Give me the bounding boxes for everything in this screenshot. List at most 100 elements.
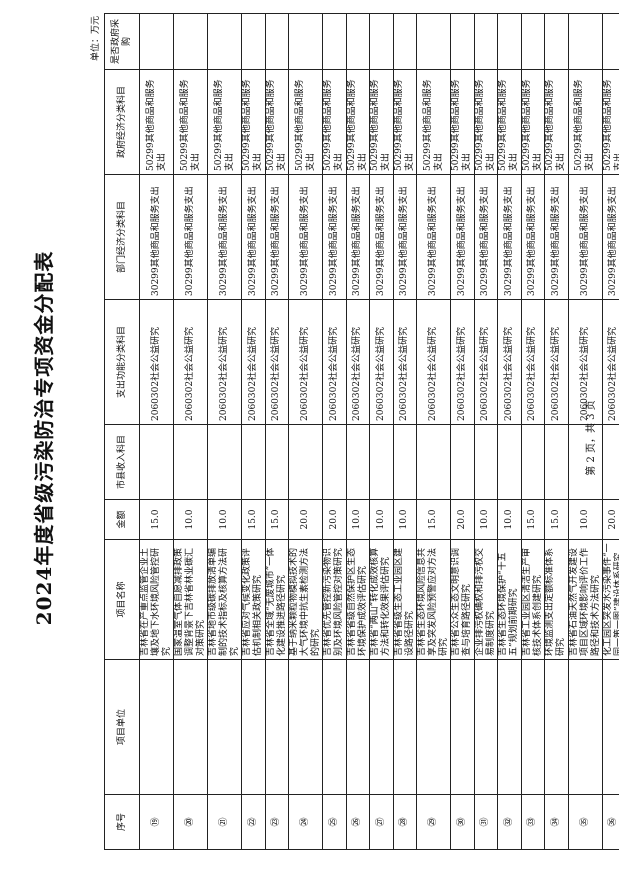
column-header: 市县收入科目: [104, 424, 140, 500]
income-subject: [416, 424, 451, 500]
gov-purchase: [474, 13, 498, 70]
dept-economic-subject: 30299其他商品和服务支出: [544, 174, 568, 300]
row-number: ㉕: [322, 794, 346, 850]
function-subject: 2060302社会公益研究: [207, 299, 242, 425]
amount: 15.0: [416, 499, 451, 540]
table-row: ㉑ 吉林省地市级碳排放清单编制的技术指标及核算方法研究 10.0 2060302社会公…: [207, 13, 242, 850]
function-subject: 2060302社会公益研究: [521, 299, 545, 425]
function-subject: 2060302社会公益研究: [173, 299, 208, 425]
row-number: ㉜: [497, 794, 521, 850]
income-subject: [173, 424, 208, 500]
amount: 10.0: [497, 499, 521, 540]
gov-economic-subject: 50299其他商品和服务支出: [544, 69, 568, 175]
gov-purchase: [416, 13, 451, 70]
income-subject: [265, 424, 289, 500]
income-subject: [288, 424, 323, 500]
project-name: 国家温室气体自愿减排政策调整背景下吉林省林业碳汇对策研究: [173, 539, 208, 660]
column-header: 序号: [104, 794, 140, 850]
gov-economic-subject: 50299其他商品和服务支出: [474, 69, 498, 175]
project-unit: [241, 659, 265, 795]
project-unit: [346, 659, 370, 795]
project-name: 吉林省工业园区清洁生产审核技术体系创建研究: [521, 539, 545, 660]
table-row: ㉛ 企业排污权确权和排污权交易制度研究 10.0 2060302社会公益研究 30299…: [474, 13, 498, 850]
function-subject: 2060302社会公益研究: [346, 299, 370, 425]
row-number: ㉖: [346, 794, 370, 850]
table-row: ㉘ 吉林省省级生态工业园区建设路径研究 10.0 2060302社会公益研究 30299…: [393, 13, 417, 850]
dept-economic-subject: 30299其他商品和服务支出: [207, 174, 242, 300]
dept-economic-subject: 30299其他商品和服务支出: [474, 174, 498, 300]
dept-economic-subject: 30299其他商品和服务支出: [346, 174, 370, 300]
project-unit: [393, 659, 417, 795]
project-unit: [602, 659, 619, 795]
amount: 15.0: [265, 499, 289, 540]
project-name: 企业排污权确权和排污权交易制度研究: [474, 539, 498, 660]
amount: 20.0: [322, 499, 346, 540]
income-subject: [139, 424, 174, 500]
table-row: ⑲ 吉林省在产重点监管企业土壤及地下水环境风险管控研究 15.0 2060302社会公…: [139, 13, 174, 850]
row-number: ㉙: [416, 794, 451, 850]
project-name: 吉林省应对气候变化政策评估机制相关政策研究: [241, 539, 265, 660]
table-row: ㉓ 吉林省全域“无废城市”一体化建设推进路径研究 15.0 2060302社会公益研究…: [265, 13, 289, 850]
amount: 10.0: [173, 499, 208, 540]
gov-purchase: [369, 13, 393, 70]
dept-economic-subject: 30299其他商品和服务支出: [602, 174, 619, 300]
gov-purchase: [393, 13, 417, 70]
project-unit: [139, 659, 174, 795]
gov-purchase: [346, 13, 370, 70]
gov-economic-subject: 50299其他商品和服务支出: [369, 69, 393, 175]
gov-economic-subject: 50299其他商品和服务支出: [265, 69, 289, 175]
page-footer: 第 2 页，共 3 页: [586, 400, 597, 476]
project-name: 吉林省公众生态文明意识调查与培育路径研究: [450, 539, 474, 660]
gov-purchase: [602, 13, 619, 70]
gov-economic-subject: 50299其他商品和服务支出: [497, 69, 521, 175]
column-header: 项目名称: [104, 539, 140, 660]
row-number: ㉘: [393, 794, 417, 850]
project-name: 吉林省在产重点监管企业土壤及地下水环境风险管控研究: [139, 539, 174, 660]
project-unit: [288, 659, 323, 795]
dept-economic-subject: 30299其他商品和服务支出: [288, 174, 323, 300]
gov-purchase: [241, 13, 265, 70]
income-subject: [602, 424, 619, 500]
project-unit: [450, 659, 474, 795]
table-row: ㉜ 吉林省生态环境保护“十五五”规划前期研究 10.0 2060302社会公益研究 30…: [497, 13, 521, 850]
gov-economic-subject: 50299其他商品和服务支出: [207, 69, 242, 175]
dept-economic-subject: 30299其他商品和服务支出: [139, 174, 174, 300]
project-unit: [322, 659, 346, 795]
table-row: ㉖ 吉林省省级自然保护区生态环境保护成效评估研究 10.0 2060302社会公益研究…: [346, 13, 370, 850]
table-row: ㉕ 吉林省优先管控新污染物识别及环境风险管控对策研究 20.0 2060302社会公益…: [322, 13, 346, 850]
amount: 20.0: [288, 499, 323, 540]
row-number: ㉝: [521, 794, 545, 850]
function-subject: 2060302社会公益研究: [265, 299, 289, 425]
function-subject: 2060302社会公益研究: [474, 299, 498, 425]
gov-purchase: [173, 13, 208, 70]
income-subject: [241, 424, 265, 500]
project-name: 基于纳米颗粒物模拟技术的大气环境中抗生素检测方法的研究: [288, 539, 323, 660]
project-unit: [265, 659, 289, 795]
gov-economic-subject: 50299其他商品和服务支出: [602, 69, 619, 175]
dept-economic-subject: 30299其他商品和服务支出: [521, 174, 545, 300]
income-subject: [474, 424, 498, 500]
project-unit: [173, 659, 208, 795]
table-row: ⑳ 国家温室气体自愿减排政策调整背景下吉林省林业碳汇对策研究 10.0 2060302…: [173, 13, 208, 850]
dept-economic-subject: 30299其他商品和服务支出: [416, 174, 451, 300]
project-unit: [416, 659, 451, 795]
table-row: ㊱ 化工园区突发水污染事件“一园一策一图”建设体系研究 20.0 2060302社会公…: [602, 13, 619, 850]
gov-economic-subject: 50299其他商品和服务支出: [521, 69, 545, 175]
income-subject: [369, 424, 393, 500]
project-name: 吉林省生态环境风险信息共享及突发风险预警应对方法研究: [416, 539, 451, 660]
gov-purchase: [544, 13, 568, 70]
amount: 15.0: [139, 499, 174, 540]
income-subject: [322, 424, 346, 500]
gov-economic-subject: 50299其他商品和服务支出: [139, 69, 174, 175]
project-name: 吉林省地市级碳排放清单编制的技术指标及核算方法研究: [207, 539, 242, 660]
dept-economic-subject: 30299其他商品和服务支出: [322, 174, 346, 300]
amount: 15.0: [241, 499, 265, 540]
dept-economic-subject: 30299其他商品和服务支出: [173, 174, 208, 300]
project-unit: [497, 659, 521, 795]
table-row: ㉚ 吉林省公众生态文明意识调查与培育路径研究 20.0 2060302社会公益研究 30…: [450, 13, 474, 850]
gov-economic-subject: 50299其他商品和服务支出: [288, 69, 323, 175]
amount: 10.0: [393, 499, 417, 540]
table-row: ㉞ 环境监测支出定额标准体系研究 15.0 2060302社会公益研究 30299其他商…: [544, 13, 568, 850]
table-row: ㉗ 吉林省“两山”转化成效核算方法和转化效果评估研究 10.0 2060302社会公益…: [369, 13, 393, 850]
row-number: ㉚: [450, 794, 474, 850]
